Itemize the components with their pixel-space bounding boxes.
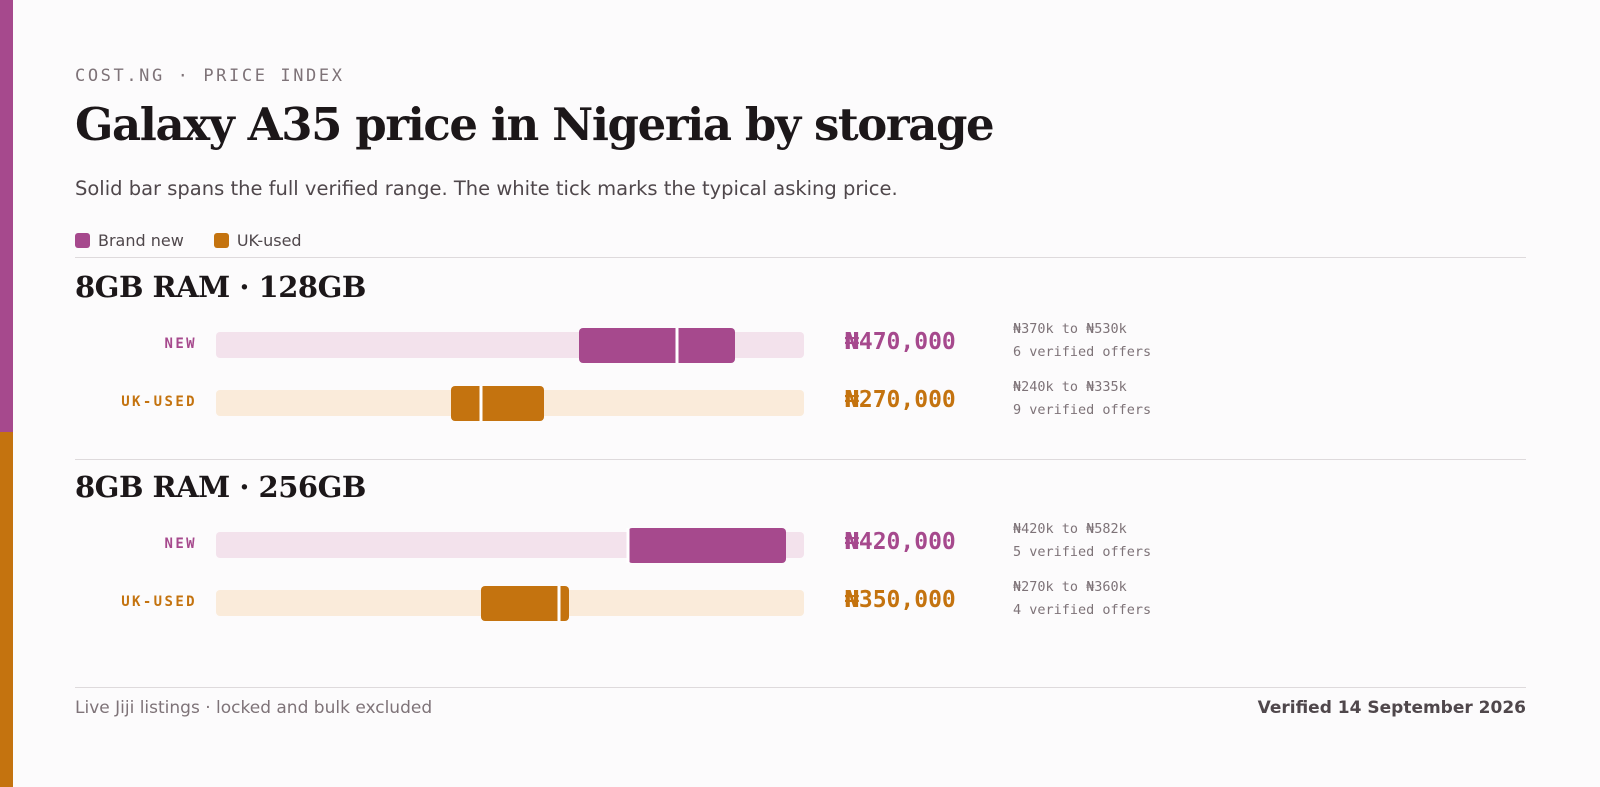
price-row-new: NEW ₦470,000 ₦370k to ₦530k 6 verified offe… bbox=[75, 321, 1526, 363]
edge-accent-new bbox=[0, 0, 13, 432]
range-meta: ₦270k to ₦360k 4 verified offers bbox=[1013, 576, 1151, 622]
range-text: ₦270k to ₦360k bbox=[1013, 579, 1127, 595]
range-bar bbox=[451, 386, 545, 421]
range-text: ₦240k to ₦335k bbox=[1013, 379, 1127, 395]
legend-swatch-used bbox=[213, 233, 229, 248]
page-subtitle: Solid bar spans the full verified range.… bbox=[75, 177, 898, 200]
typical-tick bbox=[675, 328, 679, 363]
offers-count: 5 verified offers bbox=[1013, 544, 1152, 560]
typical-price: ₦350,000 bbox=[845, 587, 956, 613]
edge-accent-used bbox=[0, 432, 13, 787]
footer-divider bbox=[75, 687, 1526, 688]
range-bar bbox=[578, 328, 736, 363]
offers-count: 6 verified offers bbox=[1013, 344, 1152, 360]
condition-label: UK-USED bbox=[121, 394, 197, 410]
condition-label: NEW bbox=[164, 536, 197, 552]
range-bar bbox=[480, 586, 569, 621]
legend-item-new: Brand new bbox=[75, 231, 184, 250]
range-track bbox=[216, 328, 804, 363]
eyebrow: COST.NG · PRICE INDEX bbox=[75, 66, 345, 86]
range-meta: ₦420k to ₦582k 5 verified offers bbox=[1013, 518, 1151, 564]
page-title: Galaxy A35 price in Nigeria by storage bbox=[75, 98, 995, 151]
typical-price: ₦420,000 bbox=[845, 529, 956, 555]
condition-label: NEW bbox=[164, 336, 197, 352]
typical-tick bbox=[626, 528, 630, 563]
range-track bbox=[216, 528, 804, 563]
range-track bbox=[216, 386, 804, 421]
source-note: Live Jiji listings · locked and bulk exc… bbox=[75, 698, 433, 718]
group-divider bbox=[75, 459, 1526, 460]
legend-swatch-new bbox=[75, 233, 90, 248]
range-text: ₦370k to ₦530k bbox=[1013, 321, 1127, 337]
group-title: 8GB RAM · 128GB bbox=[75, 270, 366, 304]
range-meta: ₦370k to ₦530k 6 verified offers bbox=[1013, 318, 1151, 364]
offers-count: 4 verified offers bbox=[1013, 602, 1152, 618]
divider bbox=[75, 257, 1526, 258]
legend-label-new: Brand new bbox=[98, 231, 184, 250]
price-row-new: NEW ₦420,000 ₦420k to ₦582k 5 verified offe… bbox=[75, 521, 1526, 563]
verified-date: Verified 14 September 2026 bbox=[1257, 698, 1526, 718]
typical-price: ₦270,000 bbox=[845, 387, 956, 413]
range-bar bbox=[627, 528, 787, 563]
condition-label: UK-USED bbox=[121, 594, 197, 610]
legend-label-used: UK-used bbox=[236, 231, 302, 250]
price-row-used: UK-USED ₦350,000 ₦270k to ₦360k 4 verified … bbox=[75, 579, 1526, 621]
price-row-used: UK-USED ₦270,000 ₦240k to ₦335k 9 verified … bbox=[75, 379, 1526, 421]
group-title: 8GB RAM · 256GB bbox=[75, 470, 366, 504]
range-meta: ₦240k to ₦335k 9 verified offers bbox=[1013, 376, 1151, 422]
typical-tick bbox=[479, 386, 483, 421]
typical-price: ₦470,000 bbox=[845, 329, 956, 355]
legend-item-used: UK-used bbox=[213, 231, 302, 250]
typical-tick bbox=[557, 586, 561, 621]
range-track bbox=[216, 586, 804, 621]
offers-count: 9 verified offers bbox=[1013, 402, 1152, 418]
legend: Brand new UK-used bbox=[75, 231, 302, 250]
range-text: ₦420k to ₦582k bbox=[1013, 521, 1127, 537]
